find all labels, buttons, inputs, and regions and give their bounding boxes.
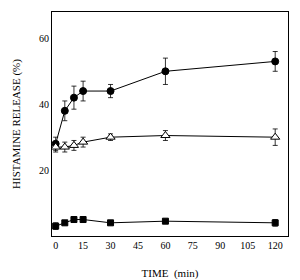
svg-text:HISTAMINE RELEASE (%): HISTAMINE RELEASE (%) bbox=[10, 59, 23, 189]
svg-text:15: 15 bbox=[78, 240, 88, 251]
svg-text:40: 40 bbox=[39, 99, 49, 110]
svg-text:120: 120 bbox=[268, 240, 283, 251]
svg-text:0: 0 bbox=[53, 240, 58, 251]
svg-text:90: 90 bbox=[215, 240, 225, 251]
svg-text:60: 60 bbox=[39, 33, 49, 44]
svg-text:TIME (min): TIME (min) bbox=[142, 267, 199, 280]
svg-text:105: 105 bbox=[240, 240, 255, 251]
svg-text:30: 30 bbox=[106, 240, 116, 251]
svg-text:75: 75 bbox=[188, 240, 198, 251]
svg-text:20: 20 bbox=[39, 165, 49, 176]
svg-text:60: 60 bbox=[160, 240, 170, 251]
svg-text:45: 45 bbox=[133, 240, 143, 251]
